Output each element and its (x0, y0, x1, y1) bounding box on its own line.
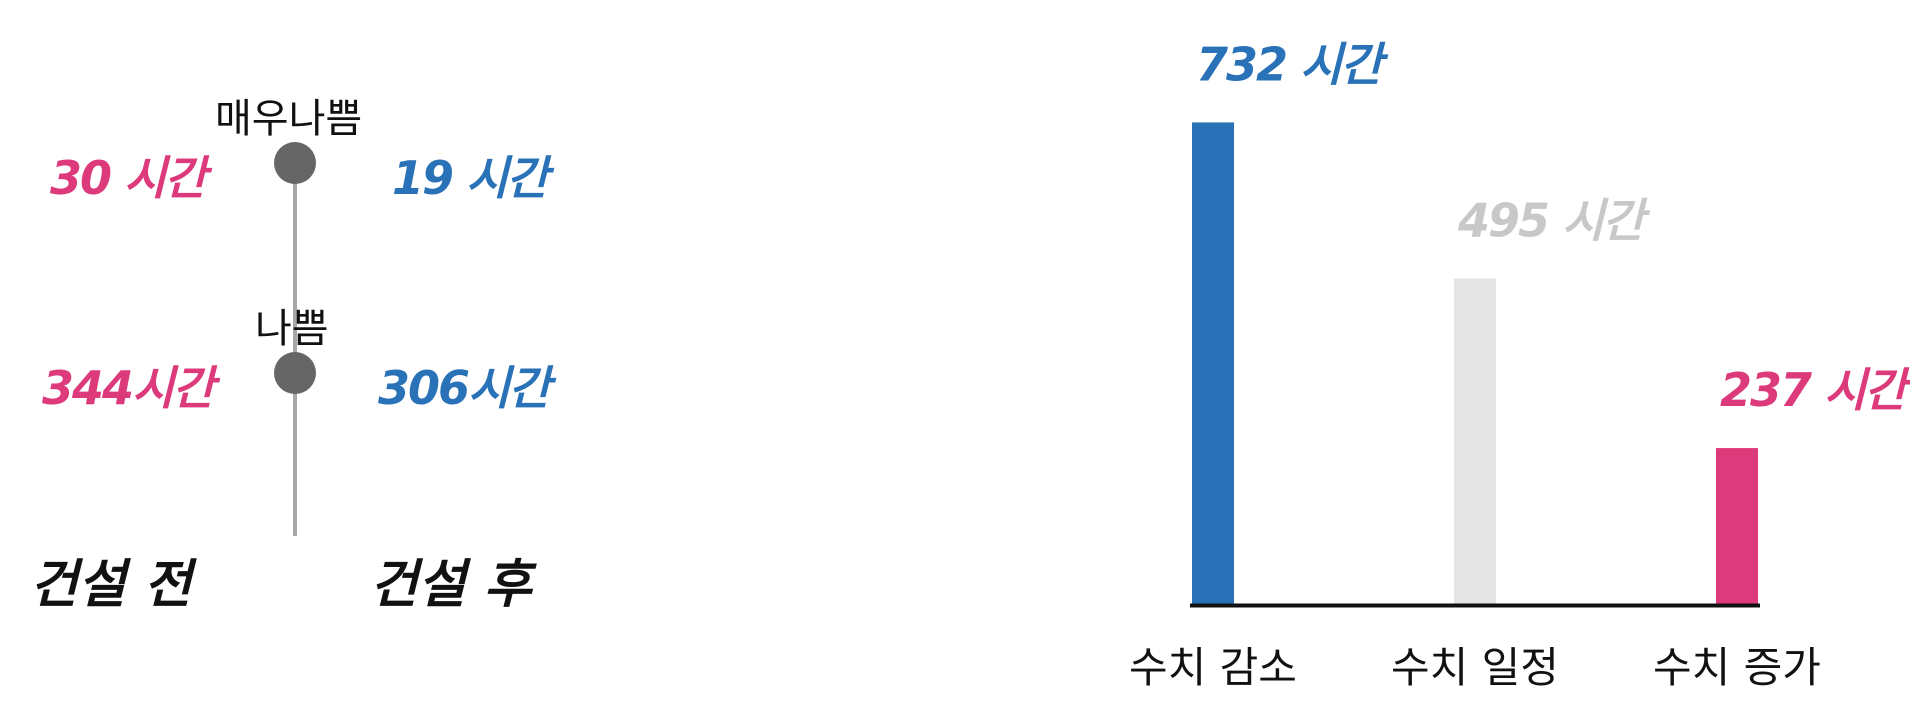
bar-value-label-3: 237 시간 (1720, 363, 1910, 417)
before-bad-value: 344시간 (42, 361, 215, 415)
bar-value-label-1: 732 시간 (1196, 37, 1388, 91)
after-very-bad-value: 19 시간 (392, 151, 549, 205)
bar-1 (1192, 122, 1234, 604)
level-label-very-bad: 매우나쁨 (215, 96, 363, 142)
before-very-bad-value: 30 시간 (50, 151, 207, 205)
category-label-1: 수치 감소 (1129, 643, 1297, 692)
bar-3 (1716, 448, 1758, 604)
bar-2 (1454, 278, 1496, 604)
category-label-2: 수치 일정 (1391, 643, 1559, 692)
level-dot-very-bad (274, 142, 316, 184)
after-construction-label: 건설 후 (370, 555, 532, 615)
category-label-3: 수치 증가 (1653, 643, 1821, 692)
after-bad-value: 306시간 (378, 361, 551, 415)
level-dot-bad (274, 352, 316, 394)
bar-value-label-2: 495 시간 (1457, 193, 1650, 247)
level-axis-line (293, 162, 297, 536)
level-label-bad: 나쁨 (255, 306, 329, 352)
before-construction-label: 건설 전 (30, 555, 192, 615)
